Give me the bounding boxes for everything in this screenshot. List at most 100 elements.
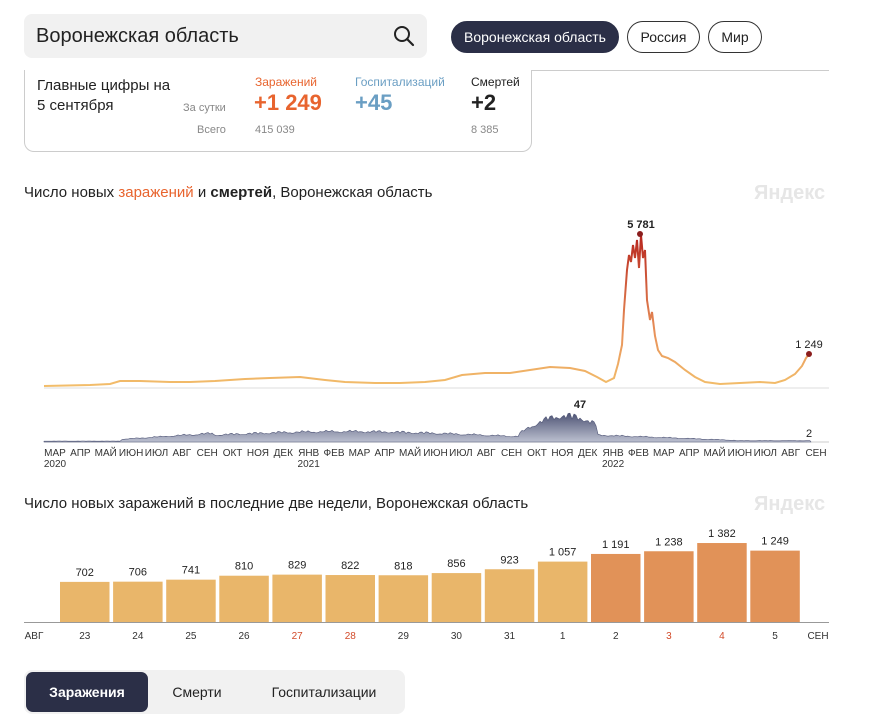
bar-value-label: 818 bbox=[394, 560, 412, 572]
x-tick-label: ИЮН bbox=[728, 448, 753, 459]
hospitalizations-header: Госпитализаций bbox=[355, 75, 445, 89]
metric-tabs: Заражения Смерти Госпитализации bbox=[24, 670, 405, 714]
bar bbox=[591, 553, 641, 622]
year-label: 2021 bbox=[298, 459, 321, 470]
x-tick-label: 1 bbox=[560, 631, 566, 642]
divider bbox=[532, 70, 829, 71]
x-tick-label: 28 bbox=[345, 631, 357, 642]
x-tick-label: 26 bbox=[238, 631, 250, 642]
bar-value-label: 1 249 bbox=[761, 536, 789, 548]
x-tick-label: 24 bbox=[132, 631, 144, 642]
hospitalizations-day-value: +45 bbox=[355, 90, 393, 115]
bar-value-label: 741 bbox=[182, 565, 200, 577]
month-label: АВГ bbox=[25, 631, 44, 642]
search-box[interactable]: Воронежская область bbox=[24, 14, 427, 58]
chart2-title: Число новых заражений в последние две не… bbox=[24, 495, 529, 512]
deaths-area bbox=[43, 412, 812, 443]
x-tick-label: ИЮЛ bbox=[449, 448, 472, 459]
deaths-last-label: 2 bbox=[806, 428, 812, 440]
x-tick-label: 5 bbox=[772, 631, 778, 642]
bar-value-label: 1 238 bbox=[655, 536, 683, 548]
year-label: 2020 bbox=[44, 459, 67, 470]
infections-header: Заражений bbox=[255, 75, 318, 89]
x-tick-label: ДЕК bbox=[578, 448, 597, 459]
x-tick-label: 31 bbox=[504, 631, 516, 642]
last-label: 1 249 bbox=[795, 339, 823, 351]
x-tick-label: СЕН bbox=[197, 448, 218, 459]
last-marker bbox=[806, 351, 812, 357]
bar bbox=[537, 561, 588, 622]
x-tick-label: СЕН bbox=[805, 448, 826, 459]
year-label: 2022 bbox=[602, 459, 625, 470]
infections-line bbox=[43, 234, 810, 387]
x-tick-label: МАР bbox=[349, 448, 371, 459]
yandex-watermark-2: Яндекс bbox=[754, 493, 826, 515]
x-tick-label: ИЮН bbox=[423, 448, 448, 459]
x-tick-label: АПР bbox=[679, 448, 700, 459]
x-tick-label: СЕН bbox=[501, 448, 522, 459]
bar-value-label: 702 bbox=[76, 567, 94, 579]
bar bbox=[378, 575, 429, 622]
x-tick-label: НОЯ bbox=[551, 448, 573, 459]
bar-value-label: 856 bbox=[447, 558, 465, 570]
bar bbox=[113, 581, 163, 622]
bar bbox=[60, 581, 110, 622]
infections-deaths-chart: 5 781 1 249 47 2 МАР АПР МАЙ ИЮН ИЮЛ АВГ СЕН ОК… bbox=[43, 219, 829, 470]
x-tick-label: МАЙ bbox=[399, 446, 421, 459]
search-icon[interactable] bbox=[393, 25, 415, 47]
summary-title: Главные цифры на 5 сентября bbox=[37, 77, 171, 114]
x-tick-label: НОЯ bbox=[247, 448, 269, 459]
search-input[interactable]: Воронежская область bbox=[36, 25, 239, 47]
bar-value-label: 706 bbox=[129, 567, 147, 579]
x-tick-label: ИЮН bbox=[119, 448, 144, 459]
x-tick-label: ИЮЛ bbox=[145, 448, 168, 459]
x-tick-label: ДЕК bbox=[274, 448, 293, 459]
bar bbox=[325, 575, 375, 622]
bar-value-label: 923 bbox=[500, 554, 518, 566]
infections-day-value: +1 249 bbox=[254, 90, 322, 115]
bar bbox=[750, 550, 800, 622]
tab-infections[interactable]: Заражения bbox=[26, 672, 148, 712]
chart1-title: Число новых заражений и смертей, Воронеж… bbox=[24, 184, 433, 201]
region-world-button[interactable]: Мир bbox=[708, 21, 762, 53]
x-tick-label: 27 bbox=[292, 631, 304, 642]
deaths-day-value: +2 bbox=[471, 90, 497, 115]
x-tick-label: 4 bbox=[719, 631, 725, 642]
region-voronezh-button[interactable]: Воронежская область bbox=[451, 21, 619, 53]
x-tick-label: ФЕВ bbox=[628, 448, 649, 459]
two-week-bar-chart: 702 23 706 24 741 25 810 26 829 27 822 28 818 29 856 30… bbox=[24, 528, 829, 642]
total-label: Всего bbox=[197, 124, 226, 136]
x-tick-label: 3 bbox=[666, 631, 672, 642]
x-tick-label: 30 bbox=[451, 631, 463, 642]
deaths-header: Смертей bbox=[471, 75, 520, 89]
region-russia-button[interactable]: Россия bbox=[627, 21, 700, 53]
x-tick-label: 25 bbox=[185, 631, 197, 642]
x-tick-label: МАЙ bbox=[703, 446, 725, 459]
peak-marker bbox=[637, 231, 643, 237]
bar bbox=[644, 551, 694, 622]
x-tick-label: МАР bbox=[653, 448, 675, 459]
x-tick-label: ОКТ bbox=[527, 448, 547, 459]
bar-value-label: 829 bbox=[288, 560, 306, 572]
x-tick-label: 23 bbox=[79, 631, 91, 642]
tab-deaths[interactable]: Смерти bbox=[172, 684, 222, 700]
x-tick-label: МАЙ bbox=[95, 446, 117, 459]
month-label: СЕН bbox=[807, 631, 828, 642]
infections-total-value: 415 039 bbox=[255, 124, 295, 136]
bar bbox=[166, 579, 216, 622]
x-tick-label: АВГ bbox=[781, 448, 800, 459]
chart1-x-axis: МАР АПР МАЙ ИЮН ИЮЛ АВГ СЕН ОКТ НОЯ ДЕК ЯНВ ФЕВ МАР А… bbox=[44, 446, 827, 470]
bar bbox=[697, 543, 747, 622]
bar bbox=[219, 575, 269, 622]
x-tick-label: 29 bbox=[398, 631, 410, 642]
peak-label: 5 781 bbox=[627, 219, 655, 231]
x-tick-label: АВГ bbox=[172, 448, 191, 459]
yandex-watermark: Яндекс bbox=[754, 182, 826, 204]
deaths-total-value: 8 385 bbox=[471, 124, 499, 136]
x-tick-label: ЯНВ bbox=[298, 448, 319, 459]
tab-hospitalizations[interactable]: Госпитализации bbox=[271, 684, 377, 700]
bar-value-label: 822 bbox=[341, 560, 359, 572]
bar-value-label: 810 bbox=[235, 561, 253, 573]
x-tick-label: АВГ bbox=[477, 448, 496, 459]
bar-value-label: 1 057 bbox=[549, 547, 577, 559]
